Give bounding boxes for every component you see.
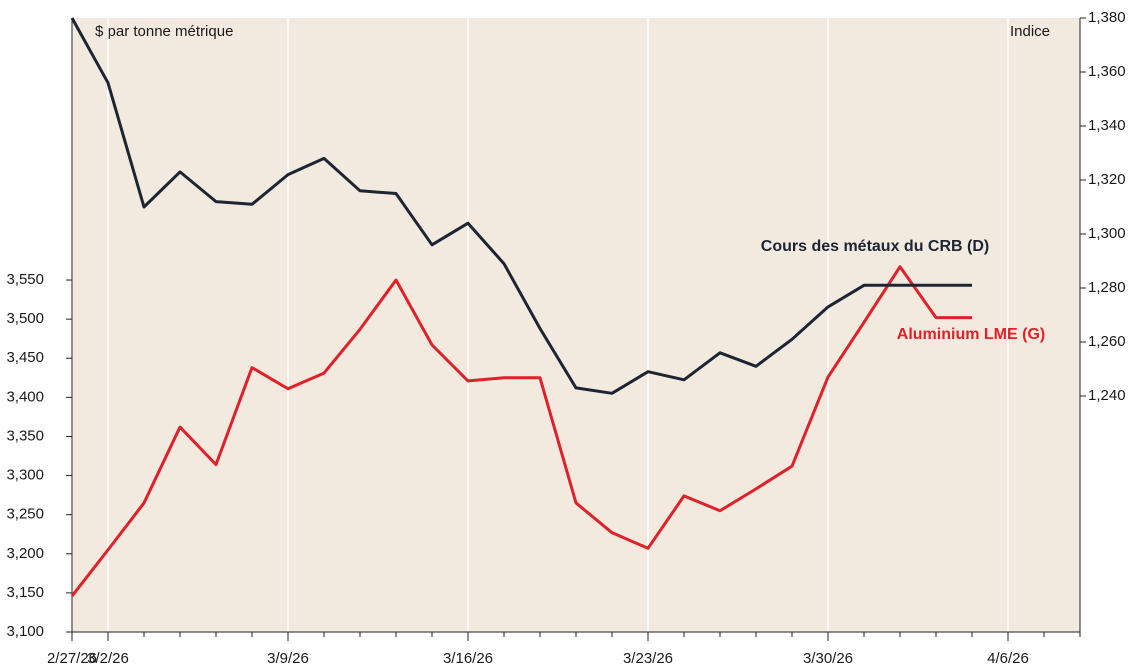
x-tick-label: 3/2/26 [87, 650, 129, 667]
y2-tick-label: 1,240 [1088, 387, 1126, 404]
y2-tick-label: 1,340 [1088, 117, 1126, 134]
series-line [70, 17, 972, 395]
y2-tick-label: 1,260 [1088, 333, 1126, 350]
y-tick-label: 3,150 [6, 584, 44, 601]
plot-area [72, 18, 1080, 632]
x-tick-label: 3/16/26 [443, 650, 493, 667]
y-tick-label: 3,450 [6, 349, 44, 366]
y2-tick-label: 1,280 [1088, 279, 1126, 296]
y-tick-label: 3,100 [6, 623, 44, 640]
x-tick-label: 2/27/26 [47, 650, 97, 667]
y-tick-label: 3,500 [6, 310, 44, 327]
y2-tick-label: 1,300 [1088, 225, 1126, 242]
x-tick-label: 4/6/26 [987, 650, 1029, 667]
y-tick-label: 3,300 [6, 467, 44, 484]
y2-axis-label: Indice [1010, 23, 1050, 40]
x-tick-label: 3/9/26 [267, 650, 309, 667]
series-label: Cours des métaux du CRB (D) [760, 238, 990, 255]
y-axis-label: $ par tonne métrique [95, 23, 233, 40]
y-tick-label: 3,200 [6, 545, 44, 562]
y-tick-label: 3,550 [6, 271, 44, 288]
series-label: Aluminium LME (G) [896, 326, 1046, 343]
y2-tick-label: 1,380 [1088, 9, 1126, 26]
y2-tick-label: 1,320 [1088, 171, 1126, 188]
y-tick-label: 3,250 [6, 506, 44, 523]
series-line [70, 265, 972, 597]
x-tick-label: 3/30/26 [803, 650, 853, 667]
y-tick-label: 3,400 [6, 388, 44, 405]
y-tick-label: 3,350 [6, 427, 44, 444]
x-tick-label: 3/23/26 [623, 650, 673, 667]
y2-tick-label: 1,360 [1088, 63, 1126, 80]
